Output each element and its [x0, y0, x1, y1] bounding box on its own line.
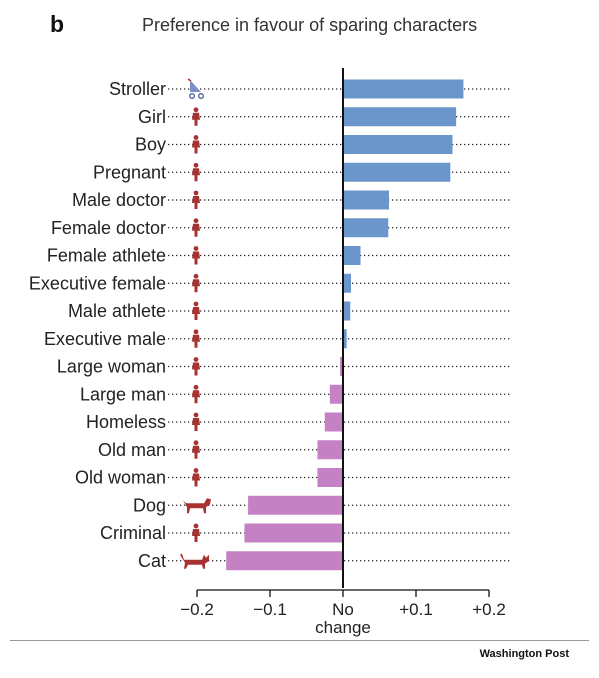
- bar: [343, 135, 453, 154]
- bar: [226, 551, 343, 571]
- person-icon: [192, 107, 200, 126]
- person-icon: [192, 468, 200, 487]
- category-labels: Stroller Girl Boy Pregnant Male doctor Female…: [29, 79, 166, 571]
- bar: [343, 162, 451, 182]
- person-icon: [192, 329, 200, 348]
- person-icon: [192, 357, 200, 376]
- source-credit: Washington Post: [479, 648, 569, 660]
- person-icon: [192, 273, 200, 293]
- category-label: Female athlete: [47, 246, 166, 266]
- dog-icon: [183, 498, 211, 514]
- chart-title: Preference in favour of sparing characte…: [142, 15, 477, 35]
- category-label: Male doctor: [72, 190, 166, 210]
- person-icon: [192, 190, 200, 209]
- bar: [248, 495, 343, 515]
- bar: [343, 246, 361, 265]
- row-guides: [168, 88, 510, 562]
- bars: [226, 79, 464, 571]
- person-icon: [192, 523, 200, 542]
- category-label: Boy: [135, 135, 166, 155]
- category-label: Executive male: [44, 329, 166, 349]
- cat-icon: [180, 553, 209, 569]
- category-label: Dog: [133, 495, 166, 515]
- bar: [343, 107, 457, 127]
- category-label: Old man: [98, 440, 166, 460]
- bar: [317, 468, 343, 487]
- bar: [343, 273, 352, 293]
- category-label: Girl: [138, 107, 166, 127]
- category-label: Female doctor: [51, 218, 166, 238]
- bar: [343, 190, 389, 210]
- category-label: Male athlete: [68, 301, 166, 321]
- category-label: Large woman: [57, 357, 166, 377]
- x-tick-label: +0.1: [399, 600, 433, 619]
- category-label: Homeless: [86, 412, 166, 432]
- x-tick-label: −0.2: [180, 600, 214, 619]
- bar: [324, 412, 343, 432]
- bar: [329, 384, 343, 404]
- stroller-icon: [187, 78, 204, 99]
- person-icon: [192, 412, 200, 431]
- bar: [244, 523, 343, 543]
- footer-divider: [10, 640, 589, 641]
- bar: [340, 357, 343, 376]
- bar: [343, 329, 347, 349]
- person-icon: [192, 384, 200, 404]
- person-icon: [192, 301, 200, 320]
- bar: [343, 218, 389, 238]
- category-label: Pregnant: [93, 162, 166, 182]
- category-label: Stroller: [109, 79, 166, 99]
- category-label: Old woman: [75, 468, 166, 488]
- category-label: Criminal: [100, 523, 166, 543]
- person-icon: [192, 440, 200, 459]
- x-tick-label: −0.1: [253, 600, 287, 619]
- category-label: Large man: [80, 384, 166, 404]
- x-tick-label: +0.2: [472, 600, 506, 619]
- person-icon: [192, 246, 200, 265]
- panel-letter: b: [50, 11, 64, 37]
- person-icon: [192, 135, 200, 154]
- person-icon: [192, 162, 200, 182]
- category-icons: [180, 78, 211, 569]
- bar: [343, 301, 351, 321]
- x-tick-label: No: [332, 600, 354, 619]
- x-tick-label: change: [315, 618, 371, 637]
- category-label: Cat: [138, 551, 166, 571]
- category-label: Executive female: [29, 273, 166, 293]
- bar: [343, 79, 464, 99]
- person-icon: [192, 218, 200, 237]
- bar: [317, 440, 343, 460]
